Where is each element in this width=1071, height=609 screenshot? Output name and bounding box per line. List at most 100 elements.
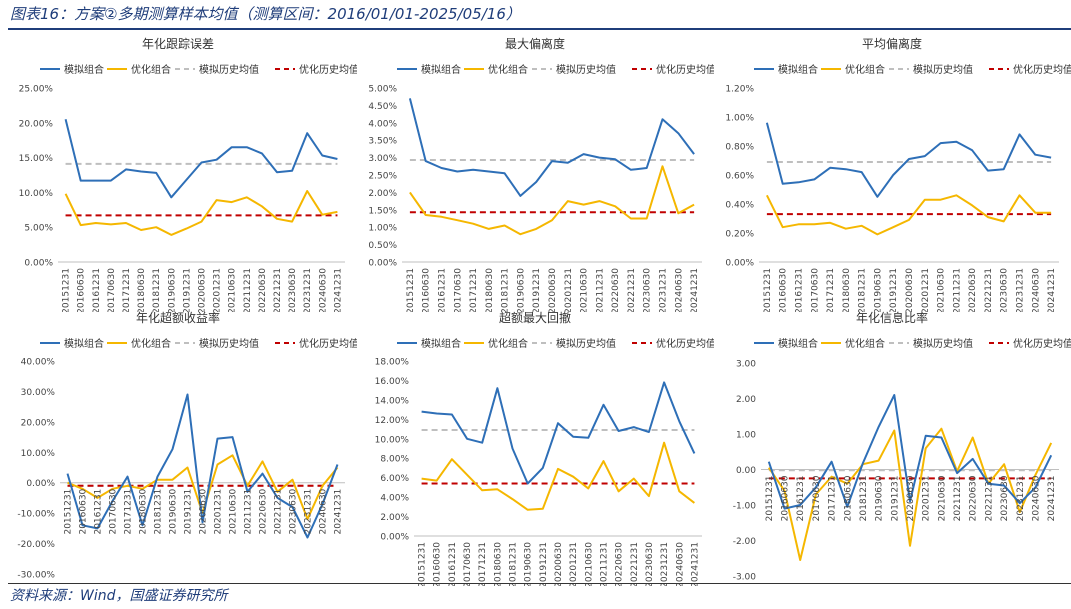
x-tick-label: 20161231 — [94, 489, 104, 535]
x-tick-label: 20211231 — [595, 268, 605, 312]
y-tick-label: 0.20% — [725, 230, 754, 240]
legend-sim: 模拟组合 — [40, 337, 104, 350]
x-tick-label: 20240630 — [318, 268, 328, 312]
x-tick-label: 20160630 — [422, 268, 432, 312]
sim-series-line — [767, 394, 1053, 510]
x-tick-label: 20221231 — [630, 542, 640, 586]
chart-excess-return: 年化超额收益率 模拟组合 优化组合 模拟历史均值 优化历史均值 -30.00% -20.00… — [0, 306, 357, 586]
x-tick-label: 20231231 — [660, 542, 670, 586]
x-tick-label: 20181231 — [152, 268, 162, 312]
y-tick-label: 3.00 — [736, 360, 756, 370]
x-tick-label: 20191231 — [184, 489, 194, 535]
y-tick-label: 0.00 — [736, 466, 756, 476]
sim-series-line — [408, 98, 695, 197]
opt-series-line — [67, 454, 339, 521]
x-tick-label: 20211231 — [244, 489, 254, 535]
x-tick-label: 20200630 — [906, 475, 916, 521]
legend-sim-hist: 模拟历史均值 — [532, 337, 616, 350]
x-tick-label: 20201231 — [214, 489, 224, 535]
x-tick-label: 20221231 — [984, 268, 994, 312]
legend-label: 模拟历史均值 — [913, 337, 973, 350]
x-tick-label: 20180630 — [493, 542, 503, 586]
chart-avg-deviation: 平均偏离度 模拟组合 优化组合 模拟历史均值 优化历史均值 0.00% 0.20% 0.40%… — [714, 32, 1071, 312]
y-tick-label: -2.00 — [733, 537, 757, 547]
x-tick-label: 20171231 — [826, 268, 836, 312]
y-tick-label: 2.00% — [368, 189, 397, 199]
legend-label: 模拟历史均值 — [199, 63, 259, 76]
legend-opt: 优化组合 — [107, 63, 171, 76]
x-tick-label: 20240630 — [319, 488, 329, 534]
y-tick-label: -1.00 — [733, 502, 757, 512]
x-tick-label: 20191231 — [890, 476, 900, 522]
y-tick-label: 15.00% — [19, 154, 54, 164]
legend-opt: 优化组合 — [464, 63, 528, 76]
x-tick-label: 20220630 — [259, 488, 269, 534]
legend-label: 优化组合 — [488, 337, 528, 350]
x-tick-label: 20201231 — [564, 268, 574, 312]
y-tick-label: 1.50% — [368, 206, 397, 216]
x-tick-label: 20210630 — [580, 268, 590, 312]
x-tick-label: 20230630 — [288, 268, 298, 312]
legend-sim-hist: 模拟历史均值 — [889, 63, 973, 76]
x-tick-label: 20231231 — [1016, 476, 1026, 522]
x-tick-label: 20171231 — [828, 476, 838, 522]
y-tick-label: 20.00% — [21, 418, 56, 428]
x-tick-label: 20161231 — [92, 268, 102, 312]
x-tick-label: 20241231 — [690, 268, 700, 312]
x-tick-label: 20191231 — [889, 268, 899, 312]
x-tick-label: 20160630 — [79, 488, 89, 534]
x-tick-label: 20200630 — [548, 268, 558, 312]
x-tick-label: 20231231 — [1016, 268, 1026, 312]
legend-opt-hist: 优化历史均值 — [275, 337, 357, 350]
y-tick-label: 4.00% — [368, 119, 397, 129]
y-tick-label: 2.00% — [380, 513, 409, 523]
y-tick-label: 12.00% — [375, 416, 410, 426]
y-tick-label: 2.50% — [368, 172, 397, 182]
x-tick-label: 20220630 — [968, 268, 978, 312]
legend-sim-hist: 模拟历史均值 — [532, 63, 616, 76]
opt-series-line — [421, 441, 696, 511]
x-tick-label: 20181231 — [501, 268, 511, 312]
x-tick-label: 20230630 — [289, 488, 299, 534]
x-tick-label: 20240630 — [674, 268, 684, 312]
x-tick-label: 20241231 — [1047, 268, 1057, 312]
chart-title: 平均偏离度 — [862, 36, 922, 51]
y-tick-label: 0.40% — [725, 201, 754, 211]
x-tick-label: 20240630 — [1031, 268, 1041, 312]
x-tick-label: 20211231 — [599, 542, 609, 586]
legend-opt: 优化组合 — [464, 337, 528, 350]
legend-opt-hist: 优化历史均值 — [989, 63, 1071, 76]
legend-opt-hist: 优化历史均值 — [632, 337, 714, 350]
x-tick-label: 20220630 — [611, 268, 621, 312]
x-tick-label: 20161231 — [437, 268, 447, 312]
x-tick-label: 20171231 — [124, 489, 134, 535]
y-tick-label: 16.00% — [375, 377, 410, 387]
y-tick-label: 14.00% — [375, 396, 410, 406]
x-tick-label: 20240630 — [1031, 475, 1041, 521]
y-tick-label: 0.60% — [725, 172, 754, 182]
x-tick-label: 20211231 — [952, 268, 962, 312]
x-tick-label: 20231231 — [303, 268, 313, 312]
x-tick-label: 20151231 — [64, 489, 74, 535]
opt-series-line — [64, 190, 338, 236]
y-tick-label: 2.00 — [736, 395, 756, 405]
x-tick-label: 20220630 — [258, 268, 268, 312]
x-tick-label: 20170630 — [810, 268, 820, 312]
legend-sim-hist: 模拟历史均值 — [175, 63, 259, 76]
y-tick-label: 10.00% — [21, 449, 56, 459]
x-tick-label: 20171231 — [469, 268, 479, 312]
x-tick-label: 20180630 — [843, 475, 853, 521]
chart-max-deviation: 最大偏离度 模拟组合 优化组合 模拟历史均值 优化历史均值 0.00% 0.50% 1.00%… — [357, 32, 714, 312]
y-tick-label: 18.00% — [375, 358, 410, 368]
x-tick-label: 20171231 — [478, 542, 488, 586]
x-tick-label: 20181231 — [859, 476, 869, 522]
x-tick-label: 20171231 — [122, 268, 132, 312]
x-tick-label: 20180630 — [137, 268, 147, 312]
opt-series-line — [767, 427, 1053, 561]
chart-title: 最大偏离度 — [505, 36, 565, 51]
legend-label: 优化历史均值 — [1013, 337, 1071, 350]
legend-label: 模拟组合 — [421, 63, 461, 76]
legend-label: 模拟组合 — [778, 337, 818, 350]
